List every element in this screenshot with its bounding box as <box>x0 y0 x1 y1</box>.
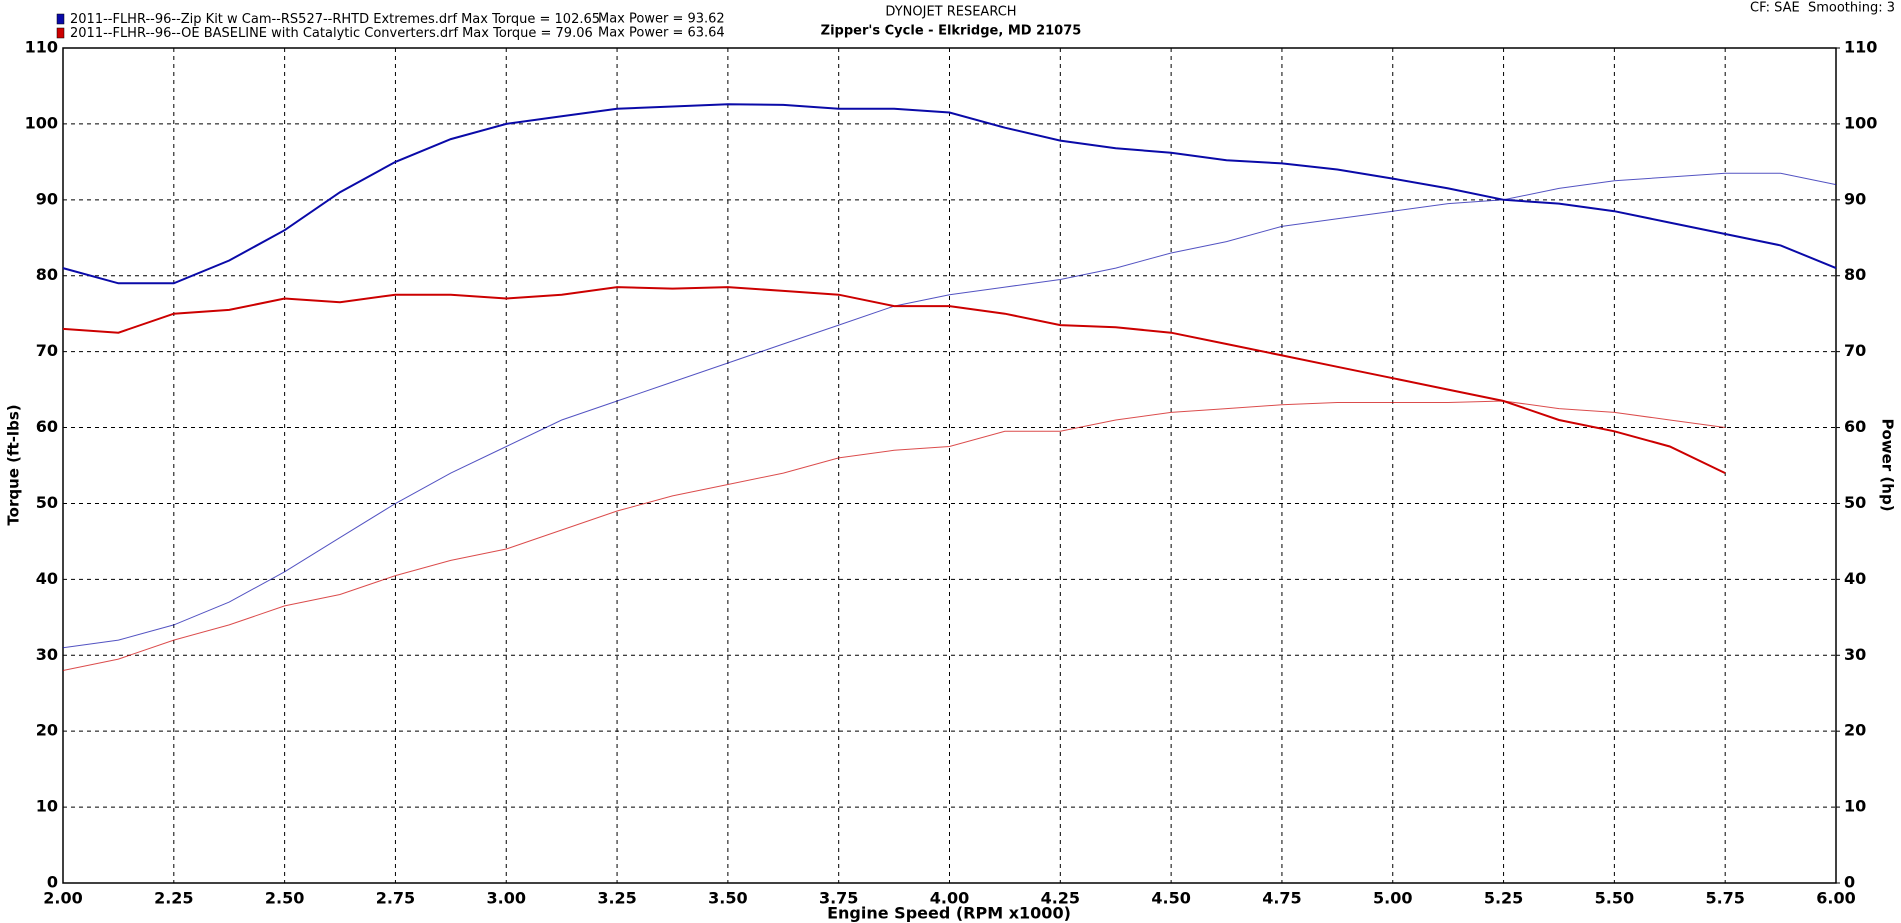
x-tick-label: 4.75 <box>1262 889 1301 908</box>
x-tick-label: 2.75 <box>376 889 415 908</box>
torque-line <box>62 103 1837 285</box>
y-tick-label: 30 <box>36 645 58 664</box>
y2-tick-label: 20 <box>1844 721 1866 740</box>
y-tick-label: 90 <box>36 189 58 208</box>
x-tick-label: 4.00 <box>930 889 969 908</box>
y-tick-label: 40 <box>36 569 58 588</box>
x-tick-label: 3.50 <box>708 889 747 908</box>
legend-max-torque: Max Torque = 102.65 <box>461 12 600 27</box>
legend-name: 2011--FLHR--96--OE BASELINE with Catalyt… <box>70 26 593 41</box>
chart-title: DYNOJET RESEARCH <box>885 5 1016 20</box>
y-tick-label: 60 <box>36 417 58 436</box>
y-axis-label: Torque (ft-lbs) <box>5 404 23 525</box>
y-tick-label: 0 <box>47 873 58 892</box>
y2-tick-label: 90 <box>1844 189 1866 208</box>
legend-run-name: 2011--FLHR--96--OE BASELINE with Catalyt… <box>70 26 459 41</box>
x-tick-label: 4.25 <box>1041 889 1080 908</box>
legend-name: 2011--FLHR--96--Zip Kit w Cam--RS527--RH… <box>70 12 600 27</box>
y2-tick-label: 100 <box>1844 113 1877 132</box>
y-tick-label: 110 <box>25 38 58 57</box>
y-tick-label: 50 <box>36 493 58 512</box>
y-tick-label: 80 <box>36 265 58 284</box>
chart-subtitle: Zipper's Cycle - Elkridge, MD 21075 <box>821 24 1082 39</box>
y-tick-label: 10 <box>36 797 58 816</box>
y2-tick-label: 50 <box>1844 493 1866 512</box>
power-line <box>62 172 1837 649</box>
plot-frame <box>62 47 1837 884</box>
y2-tick-label: 0 <box>1844 873 1855 892</box>
legend-run-name: 2011--FLHR--96--Zip Kit w Cam--RS527--RH… <box>70 12 457 27</box>
x-tick-label: 2.00 <box>43 889 82 908</box>
x-tick-label: 3.00 <box>487 889 526 908</box>
y2-tick-label: 80 <box>1844 265 1866 284</box>
x-tick-label: 6.00 <box>1816 889 1855 908</box>
y2-tick-label: 110 <box>1844 38 1877 57</box>
legend-marker <box>56 27 65 39</box>
x-tick-label: 5.75 <box>1705 889 1744 908</box>
y-tick-label: 100 <box>25 113 58 132</box>
y-tick-label: 70 <box>36 341 58 360</box>
x-axis-label: Engine Speed (RPM x1000) <box>827 904 1071 923</box>
y2-tick-label: 30 <box>1844 645 1866 664</box>
power-line <box>62 400 1726 671</box>
y2-axis-label: Power (hp) <box>1879 418 1897 511</box>
x-tick-label: 2.25 <box>154 889 193 908</box>
legend-max-power: Max Power = 93.62 <box>598 12 725 27</box>
y2-tick-label: 10 <box>1844 797 1866 816</box>
x-tick-label: 4.50 <box>1151 889 1190 908</box>
x-tick-label: 5.50 <box>1595 889 1634 908</box>
torque-line <box>62 286 1726 475</box>
x-tick-label: 5.00 <box>1373 889 1412 908</box>
settings-text: CF: SAE Smoothing: 3 <box>1750 1 1895 16</box>
x-tick-label: 3.75 <box>819 889 858 908</box>
y2-tick-label: 40 <box>1844 569 1866 588</box>
y2-tick-label: 60 <box>1844 417 1866 436</box>
legend-marker <box>56 13 65 25</box>
legend-max-power: Max Power = 63.64 <box>598 26 725 41</box>
x-tick-label: 5.25 <box>1484 889 1523 908</box>
x-tick-label: 2.50 <box>265 889 304 908</box>
x-tick-label: 3.25 <box>597 889 636 908</box>
y-tick-label: 20 <box>36 721 58 740</box>
legend-max-torque: Max Torque = 79.06 <box>462 26 593 41</box>
y2-tick-label: 70 <box>1844 341 1866 360</box>
